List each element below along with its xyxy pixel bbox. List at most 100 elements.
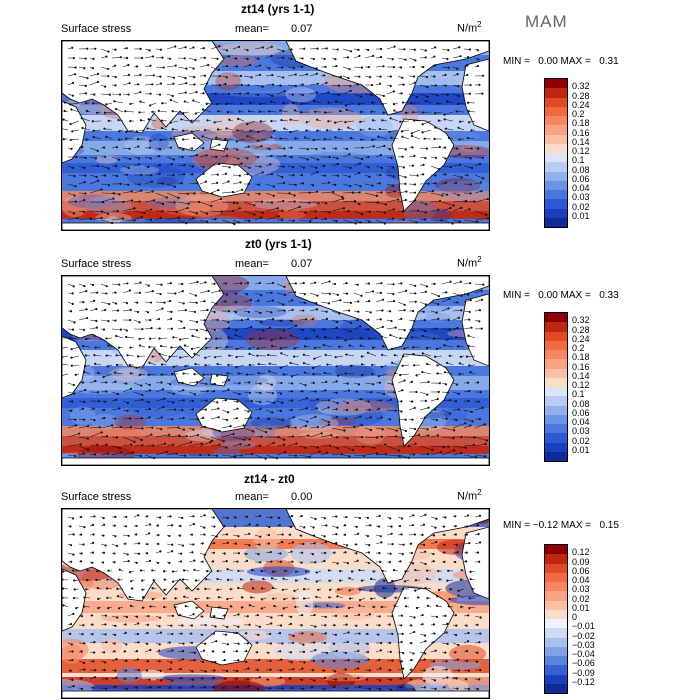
stress-arrow-head bbox=[76, 217, 79, 220]
stress-arrow-head bbox=[324, 541, 328, 544]
stress-arrow bbox=[243, 427, 254, 432]
stress-arrow-head bbox=[106, 578, 109, 581]
stress-arrow-head bbox=[412, 364, 416, 367]
colorbar-tick-label: 0.12 bbox=[572, 380, 590, 390]
stress-arrow-head bbox=[302, 362, 306, 365]
stress-arrow bbox=[67, 192, 75, 196]
stress-arrow-head bbox=[82, 328, 86, 332]
stress-arrow-head bbox=[282, 577, 285, 580]
stress-arrow-head bbox=[438, 199, 442, 203]
stress-arrow-head bbox=[85, 101, 88, 105]
stress-arrow-head bbox=[86, 47, 89, 50]
stress-arrow-head bbox=[348, 344, 351, 347]
stress-arrow-head bbox=[128, 595, 131, 599]
panel-3-colorbar bbox=[544, 544, 568, 694]
land-mass bbox=[62, 276, 225, 369]
stress-arrow bbox=[309, 217, 317, 221]
stress-patch bbox=[68, 194, 116, 209]
stress-arrow-head bbox=[193, 76, 196, 79]
stress-arrow-head bbox=[72, 553, 75, 556]
stress-arrow bbox=[232, 174, 240, 176]
stress-arrow-head bbox=[113, 642, 116, 645]
colorbar-tick-label: 0 bbox=[572, 612, 578, 622]
stress-arrow-head bbox=[270, 311, 273, 314]
panel-3-mean-label: mean= bbox=[235, 491, 269, 503]
colorbar-segment bbox=[545, 97, 567, 107]
stress-arrow-head bbox=[107, 569, 110, 572]
stress-arrow-head bbox=[212, 650, 215, 653]
stress-arrow-head bbox=[80, 687, 84, 691]
stress-arrow-head bbox=[393, 587, 397, 590]
stress-arrow-head bbox=[443, 371, 446, 374]
stress-arrow-head bbox=[193, 136, 196, 140]
stress-patch bbox=[85, 195, 132, 216]
stress-arrow-head bbox=[182, 416, 185, 419]
stress-arrow-head bbox=[126, 409, 129, 412]
stress-arrow bbox=[62, 346, 69, 349]
stress-arrow-head bbox=[380, 435, 384, 438]
stress-arrow-head bbox=[224, 633, 228, 636]
stress-arrow bbox=[155, 66, 164, 68]
stress-arrow-head bbox=[175, 210, 178, 214]
stress-arrow bbox=[353, 398, 362, 402]
stress-arrow-head bbox=[184, 46, 187, 49]
stress-arrow-head bbox=[141, 579, 144, 582]
stress-arrow-head bbox=[129, 604, 133, 607]
stress-arrow-head bbox=[379, 679, 382, 682]
stress-arrow-head bbox=[205, 578, 208, 581]
stress-arrow-head bbox=[168, 534, 171, 538]
stress-arrow-head bbox=[248, 604, 251, 607]
stress-arrow-head bbox=[281, 588, 284, 591]
stress-arrow bbox=[235, 334, 245, 339]
stress-arrow-head bbox=[159, 138, 162, 142]
stress-arrow bbox=[276, 147, 285, 149]
stress-arrow-head bbox=[392, 569, 396, 572]
stress-arrow-head bbox=[400, 533, 403, 536]
stress-arrow-head bbox=[257, 155, 260, 159]
stress-arrow-head bbox=[135, 686, 138, 689]
colorbar-tick-label: 0.03 bbox=[572, 584, 590, 595]
land-mass bbox=[461, 58, 489, 132]
stress-arrow-head bbox=[113, 524, 116, 527]
stress-arrow-head bbox=[302, 309, 305, 312]
stress-arrow-head bbox=[227, 327, 231, 330]
stress-arrow-head bbox=[275, 457, 278, 460]
stress-arrow bbox=[188, 319, 198, 323]
stress-arrow-head bbox=[83, 370, 86, 373]
stress-arrow-head bbox=[306, 158, 309, 161]
stress-arrow-head bbox=[366, 632, 369, 635]
stress-arrow-head bbox=[94, 669, 97, 672]
stress-arrow bbox=[320, 182, 329, 185]
stress-arrow-head bbox=[225, 49, 228, 52]
stress-arrow-head bbox=[114, 48, 117, 51]
stress-arrow-head bbox=[135, 650, 139, 653]
stress-arrow-head bbox=[168, 433, 171, 436]
stress-arrow-head bbox=[266, 678, 270, 681]
stress-arrow-head bbox=[323, 147, 326, 150]
stress-arrow bbox=[210, 436, 224, 442]
stress-arrow-head bbox=[279, 336, 282, 339]
stress-arrow-head bbox=[327, 91, 330, 94]
stress-arrow bbox=[78, 84, 86, 87]
stress-arrow-head bbox=[486, 197, 489, 201]
stress-arrow-head bbox=[247, 145, 250, 148]
stress-arrow-head bbox=[373, 446, 376, 449]
stress-arrow-head bbox=[81, 381, 85, 384]
colorbar-tick-label: 0.14 bbox=[572, 370, 590, 381]
stress-arrow-head bbox=[411, 111, 414, 114]
colorbar-tick-label: 0.28 bbox=[572, 324, 590, 335]
stress-arrow-head bbox=[467, 688, 471, 691]
colorbar-tick-label: 0.14 bbox=[572, 136, 590, 147]
stress-arrow bbox=[386, 435, 397, 438]
stress-arrow-head bbox=[196, 418, 199, 421]
stress-arrow bbox=[444, 371, 454, 375]
stress-arrow-head bbox=[168, 641, 171, 644]
stress-arrow-head bbox=[256, 130, 260, 133]
stress-arrow bbox=[419, 445, 433, 451]
stress-arrow-head bbox=[235, 650, 239, 653]
stress-arrow-head bbox=[389, 669, 392, 672]
stress-arrow-head bbox=[410, 102, 413, 105]
stress-arrow-head bbox=[97, 371, 100, 375]
stress-arrow-head bbox=[312, 659, 315, 662]
stress-arrow-head bbox=[469, 192, 472, 195]
